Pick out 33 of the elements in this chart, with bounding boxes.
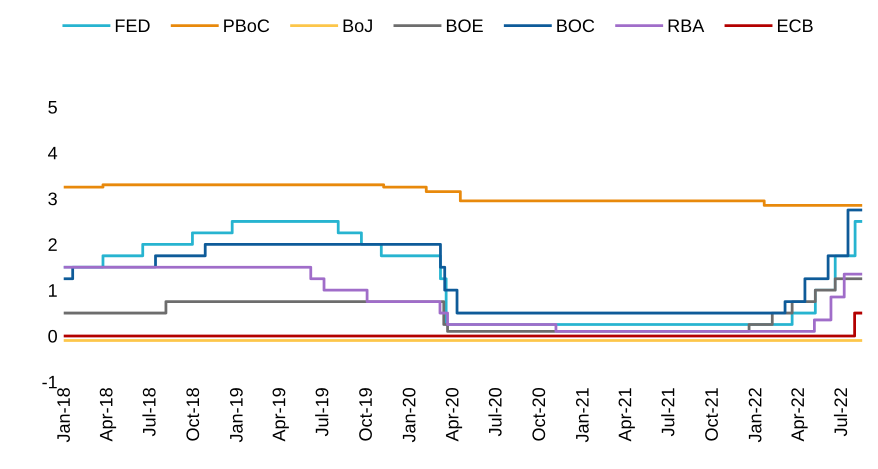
legend-label: PBoC: [224, 19, 270, 32]
legend-label: BOC: [557, 19, 594, 32]
y-tick-label: 3: [48, 192, 57, 206]
legend-label: ECB: [778, 19, 813, 32]
x-tick-label: Oct-19: [359, 388, 372, 441]
x-tick-label: Apr-19: [272, 388, 289, 442]
x-tick-label: Jan-21: [576, 388, 589, 442]
x-tick-label: Jul-18: [142, 388, 156, 436]
x-tick-label: Jan-19: [230, 388, 243, 442]
x-tick-label: Jul-19: [315, 388, 328, 436]
x-tick-label: Jan-18: [57, 388, 70, 442]
y-tick-label: 2: [48, 238, 57, 251]
x-tick-label: Jan-20: [402, 388, 416, 442]
x-tick-label: Jul-22: [834, 388, 848, 436]
y-tick-label: 5: [48, 101, 57, 114]
legend-label: FED: [116, 20, 150, 32]
y-tick-label: 1: [48, 284, 57, 297]
x-tick-label: Apr-18: [100, 388, 116, 442]
x-tick-label: Jan-22: [748, 388, 762, 442]
x-tick-label: Apr-21: [618, 388, 635, 442]
x-tick-label: Oct-20: [532, 388, 546, 441]
y-tick-label: 0: [48, 330, 57, 343]
legend-label: RBA: [668, 20, 704, 32]
x-tick-label: Jul-21: [661, 388, 674, 436]
legend-label: BoJ: [344, 20, 372, 32]
y-tick-label: 4: [48, 146, 58, 160]
x-tick-label: Apr-22: [791, 388, 808, 442]
x-tick-label: Jul-20: [488, 388, 502, 436]
y-tick-label: -1: [42, 376, 57, 388]
x-tick-label: Oct-21: [705, 388, 718, 441]
x-tick-label: Apr-20: [446, 388, 462, 442]
x-tick-label: Oct-18: [186, 388, 200, 441]
legend-label: BOE: [446, 19, 483, 32]
